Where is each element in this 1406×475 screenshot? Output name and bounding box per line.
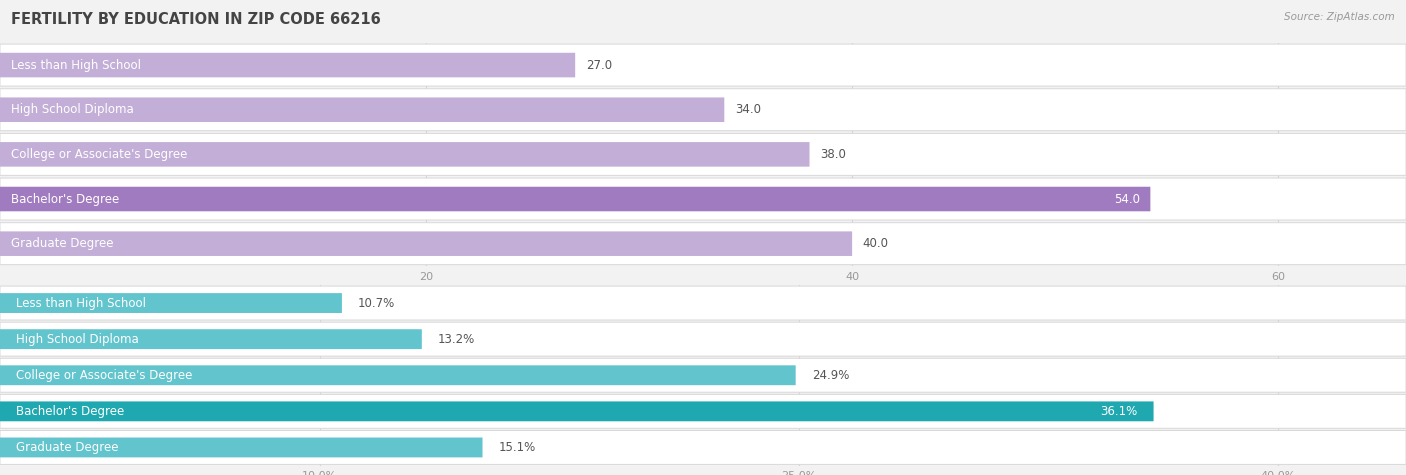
- FancyBboxPatch shape: [0, 430, 1406, 465]
- Text: Bachelor's Degree: Bachelor's Degree: [11, 192, 120, 206]
- FancyBboxPatch shape: [0, 286, 1406, 320]
- Text: FERTILITY BY EDUCATION IN ZIP CODE 66216: FERTILITY BY EDUCATION IN ZIP CODE 66216: [11, 12, 381, 27]
- FancyBboxPatch shape: [0, 133, 1406, 175]
- Text: Less than High School: Less than High School: [15, 296, 146, 310]
- FancyBboxPatch shape: [0, 365, 796, 385]
- FancyBboxPatch shape: [0, 142, 810, 167]
- FancyBboxPatch shape: [0, 44, 1406, 86]
- FancyBboxPatch shape: [0, 437, 482, 457]
- Text: 24.9%: 24.9%: [811, 369, 849, 382]
- Text: College or Associate's Degree: College or Associate's Degree: [11, 148, 187, 161]
- FancyBboxPatch shape: [0, 53, 575, 77]
- FancyBboxPatch shape: [0, 401, 1153, 421]
- Text: 13.2%: 13.2%: [437, 332, 475, 346]
- FancyBboxPatch shape: [0, 178, 1406, 220]
- Text: 10.7%: 10.7%: [359, 296, 395, 310]
- FancyBboxPatch shape: [0, 231, 852, 256]
- Text: Graduate Degree: Graduate Degree: [11, 237, 112, 250]
- Text: Source: ZipAtlas.com: Source: ZipAtlas.com: [1284, 12, 1395, 22]
- FancyBboxPatch shape: [0, 97, 724, 122]
- Text: Less than High School: Less than High School: [11, 58, 141, 72]
- FancyBboxPatch shape: [0, 293, 342, 313]
- FancyBboxPatch shape: [0, 223, 1406, 265]
- FancyBboxPatch shape: [0, 187, 1150, 211]
- Text: 54.0: 54.0: [1114, 192, 1140, 206]
- Text: 36.1%: 36.1%: [1101, 405, 1137, 418]
- Text: Bachelor's Degree: Bachelor's Degree: [15, 405, 124, 418]
- Text: 38.0: 38.0: [820, 148, 846, 161]
- FancyBboxPatch shape: [0, 322, 1406, 356]
- Text: College or Associate's Degree: College or Associate's Degree: [15, 369, 193, 382]
- FancyBboxPatch shape: [0, 394, 1406, 428]
- FancyBboxPatch shape: [0, 329, 422, 349]
- FancyBboxPatch shape: [0, 358, 1406, 392]
- FancyBboxPatch shape: [0, 89, 1406, 131]
- Text: 27.0: 27.0: [586, 58, 612, 72]
- Text: Graduate Degree: Graduate Degree: [15, 441, 118, 454]
- Text: 15.1%: 15.1%: [499, 441, 536, 454]
- Text: High School Diploma: High School Diploma: [11, 103, 134, 116]
- Text: High School Diploma: High School Diploma: [15, 332, 139, 346]
- Text: 40.0: 40.0: [863, 237, 889, 250]
- Text: 34.0: 34.0: [735, 103, 761, 116]
